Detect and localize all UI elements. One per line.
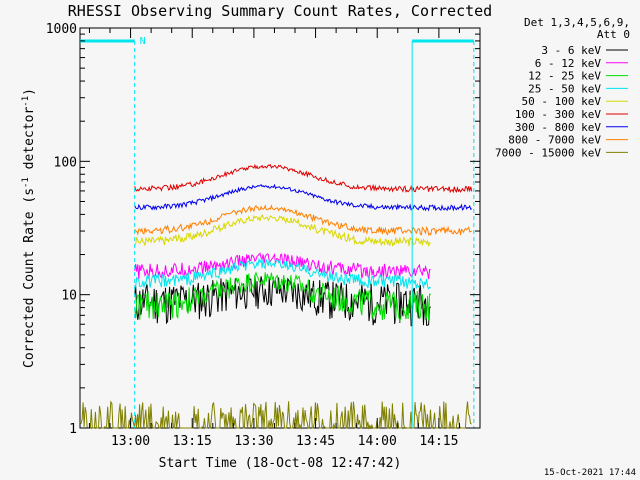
x-tick-label: 14:00 — [358, 434, 397, 449]
legend-entry-label: 800 - 7000 keV — [508, 134, 601, 147]
y-axis-label-sup-2: -1 — [21, 96, 31, 107]
legend-entry-label: 300 - 800 keV — [515, 121, 601, 134]
series-line — [134, 271, 431, 323]
y-tick-label: 10 — [61, 289, 77, 304]
y-axis-label-part-2: detector — [22, 107, 37, 178]
legend-entry-label: 12 - 25 keV — [528, 70, 601, 83]
y-axis-label-part-1: Corrected Count Rate (s — [22, 188, 37, 368]
y-axis: 1 10 100 1000 — [46, 22, 480, 437]
timestamp: 15-Oct-2021 17:44 — [544, 468, 636, 478]
plot-frame — [79, 27, 481, 429]
series-layer — [79, 163, 473, 430]
legend-entry-label: 3 - 6 keV — [541, 44, 601, 57]
flag-layer: N — [80, 36, 475, 428]
series-line — [134, 252, 431, 281]
x-tick-label: 13:45 — [296, 434, 335, 449]
x-axis-label: Start Time (18-Oct-08 12:47:42) — [159, 456, 402, 471]
legend-header-1: Det 1,3,4,5,6,9, — [524, 16, 630, 29]
series-line — [134, 163, 473, 194]
y-axis-label: Corrected Count Rate (s-1 detector-1) — [21, 88, 37, 368]
series-line — [134, 257, 431, 290]
series-line — [79, 400, 472, 430]
y-axis-label-part-3: ) — [22, 88, 37, 96]
x-tick-label: 13:00 — [111, 434, 150, 449]
y-tick-label: 100 — [54, 155, 77, 170]
y-tick-label: 1000 — [46, 22, 77, 37]
series-line — [134, 204, 472, 236]
legend-entry-label: 25 - 50 keV — [528, 82, 601, 95]
x-tick-label: 13:15 — [173, 434, 212, 449]
chart-title: RHESSI Observing Summary Count Rates, Co… — [68, 2, 492, 20]
y-tick-label: 1 — [69, 422, 77, 437]
night-flag-label: N — [140, 36, 146, 47]
x-tick-label: 14:15 — [419, 434, 458, 449]
x-tick-label: 13:30 — [234, 434, 273, 449]
legend-entry-label: 50 - 100 keV — [522, 95, 602, 108]
y-axis-label-sup-1: -1 — [21, 177, 31, 188]
series-line — [134, 214, 431, 247]
legend-entry-label: 6 - 12 keV — [535, 57, 602, 70]
series-line — [134, 274, 432, 327]
plot-area: N 1 10 100 1000 13:00 13:15 13:30 13:45 14:00 14… — [46, 22, 481, 449]
x-axis: 13:00 13:15 13:30 13:45 14:00 14:15 — [88, 28, 481, 449]
legend-entry-label: 100 - 300 keV — [515, 108, 601, 121]
legend-entry-label: 7000 - 15000 keV — [495, 146, 601, 159]
series-line — [134, 183, 473, 212]
legend-header-2: Att 0 — [597, 28, 630, 41]
